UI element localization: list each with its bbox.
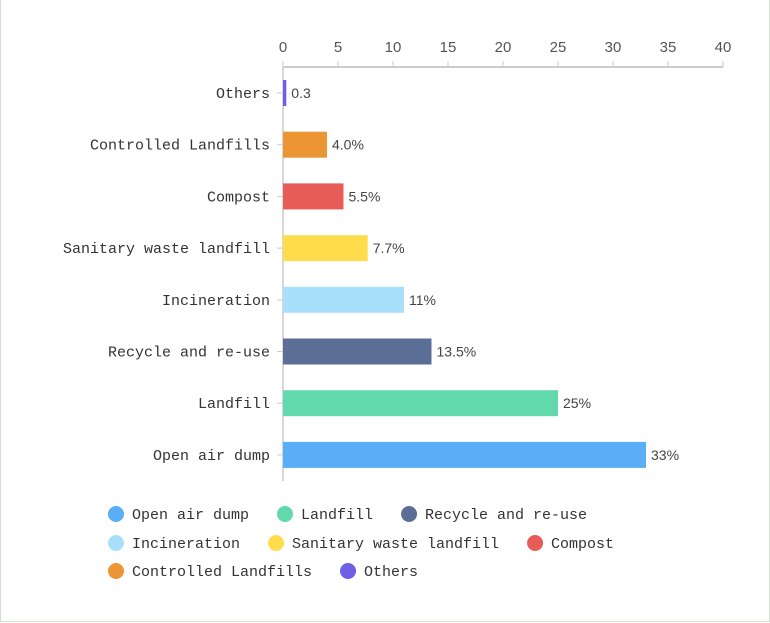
legend-label: Incineration <box>132 536 240 553</box>
category-label: Sanitary waste landfill <box>63 241 270 258</box>
legend-marker <box>108 563 124 579</box>
legend-marker <box>527 535 544 551</box>
x-tick-label: 35 <box>660 39 677 56</box>
x-tick-label: 5 <box>334 39 342 56</box>
data-label: 13.5% <box>437 344 477 360</box>
legend-label: Recycle and re-use <box>425 507 587 524</box>
data-label: 25% <box>563 395 591 411</box>
data-label: 7.7% <box>373 240 405 256</box>
legend-label: Others <box>364 564 418 581</box>
data-label: 11% <box>409 292 436 308</box>
legend-marker <box>401 506 418 522</box>
category-label: Incineration <box>162 293 270 310</box>
legend-marker <box>268 535 285 551</box>
legend-marker <box>277 506 294 522</box>
category-label: Recycle and re-use <box>108 345 270 362</box>
category-label: Others <box>216 86 270 103</box>
bar <box>283 390 558 417</box>
legend-marker <box>340 563 357 579</box>
legend-marker <box>108 506 124 522</box>
data-label: 5.5% <box>349 188 381 204</box>
bar <box>283 338 432 365</box>
bar <box>283 235 368 262</box>
x-tick-label: 25 <box>550 39 567 56</box>
category-label: Open air dump <box>153 448 270 465</box>
legend-marker <box>108 535 124 551</box>
category-label: Landfill <box>198 396 270 413</box>
bar <box>283 286 404 313</box>
legend-label: Compost <box>551 536 614 553</box>
x-tick-label: 20 <box>495 39 512 56</box>
legend-label: Open air dump <box>132 507 249 524</box>
category-label: Controlled Landfills <box>90 138 270 155</box>
bar <box>283 131 327 158</box>
x-tick-label: 30 <box>605 39 622 56</box>
legend-label: Landfill <box>301 507 373 524</box>
x-tick-label: 10 <box>385 39 402 56</box>
data-label: 0.3 <box>291 85 311 101</box>
legend-label: Controlled Landfills <box>132 564 312 581</box>
bar <box>283 80 287 106</box>
legend-label: Sanitary waste landfill <box>292 536 499 553</box>
category-label: Compost <box>207 189 270 206</box>
data-label: 4.0% <box>332 137 364 153</box>
x-tick-label: 0 <box>279 39 287 56</box>
x-tick-label: 40 <box>715 39 732 56</box>
data-label: 33% <box>651 447 679 463</box>
bar <box>283 441 646 468</box>
x-tick-label: 15 <box>440 39 457 56</box>
bar <box>283 183 344 210</box>
